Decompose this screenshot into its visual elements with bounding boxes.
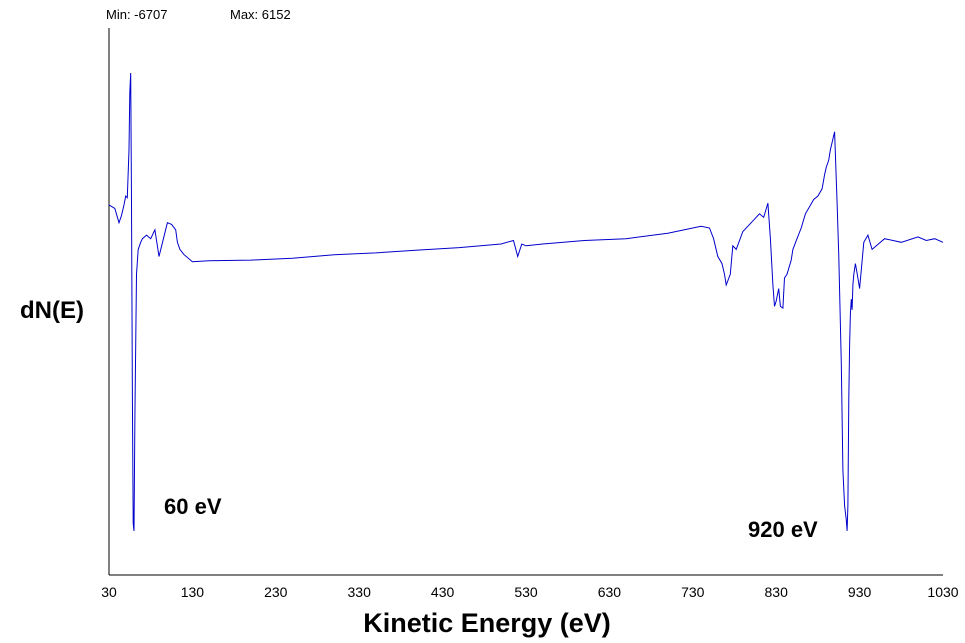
x-tick-label: 530 [514,584,538,600]
x-tick-label: 730 [681,584,705,600]
x-tick-labels: 30 130 230 330 430 530 630 730 830 930 1030 [101,584,959,600]
x-tick-label: 830 [765,584,789,600]
x-tick-label: 1030 [927,584,958,600]
series-line [108,72,944,532]
x-tick-label: 30 [101,584,117,600]
x-tick-label: 930 [848,584,872,600]
x-axis-label: Kinetic Energy (eV) [363,608,611,638]
x-tick-label: 230 [264,584,288,600]
x-tick-label: 330 [348,584,372,600]
y-axis-label: dN(E) [20,297,84,324]
x-tick-label: 630 [598,584,622,600]
x-tick-label: 130 [181,584,205,600]
min-label: Min: -6707 [106,7,167,22]
annotation-60ev: 60 eV [164,494,222,519]
max-label: Max: 6152 [230,7,291,22]
x-tick-label: 430 [431,584,455,600]
annotation-920ev: 920 eV [748,517,818,542]
